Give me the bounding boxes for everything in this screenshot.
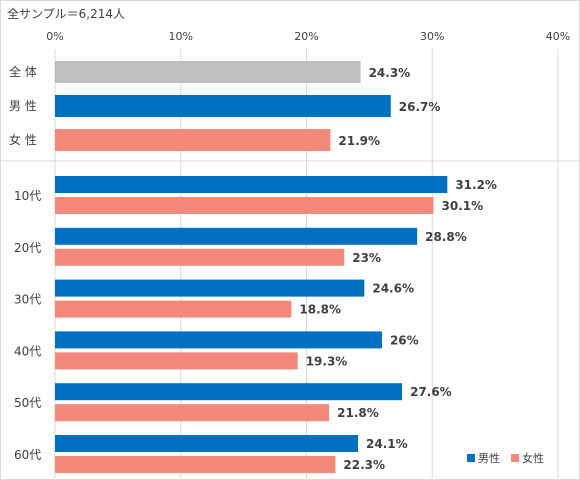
bar-male — [55, 176, 448, 193]
sample-size-note: 全サンプル＝6,214人 — [7, 7, 125, 21]
category-label: 男 性 — [9, 99, 37, 113]
bar-female — [55, 248, 345, 266]
data-label: 26.7% — [399, 100, 441, 114]
data-label-female: 19.3% — [306, 354, 348, 368]
data-label-male: 26% — [390, 333, 419, 347]
data-label-female: 22.3% — [343, 458, 385, 472]
bar-male — [55, 279, 365, 297]
bar-female — [55, 404, 330, 422]
data-label-female: 18.8% — [299, 303, 341, 317]
bar-female — [55, 300, 292, 318]
legend-swatch-male — [467, 454, 475, 462]
bar-summary — [55, 95, 391, 117]
data-label-male: 31.2% — [455, 178, 497, 192]
legend-swatch-female — [511, 454, 519, 462]
data-label: 24.3% — [369, 66, 411, 80]
x-tick-label: 0% — [46, 30, 63, 43]
data-label-female: 21.8% — [337, 406, 379, 420]
category-label: 女 性 — [9, 132, 37, 147]
category-label: 50代 — [14, 396, 41, 410]
data-label-female: 23% — [352, 251, 381, 265]
bar-female — [55, 456, 336, 473]
legend-label-female: 女性 — [522, 451, 544, 465]
category-label: 20代 — [14, 241, 41, 255]
bar-male — [55, 227, 418, 245]
x-tick-label: 30% — [420, 30, 444, 43]
category-label: 全 体 — [9, 64, 37, 79]
bar-male — [55, 383, 403, 401]
category-label: 30代 — [14, 293, 41, 307]
data-label-male: 24.1% — [366, 437, 408, 451]
data-label-male: 28.8% — [425, 230, 467, 244]
bar-female — [55, 197, 434, 214]
bar-summary — [55, 61, 361, 83]
category-label: 10代 — [14, 189, 41, 203]
x-tick-label: 40% — [546, 30, 570, 43]
bar-summary — [55, 129, 331, 151]
category-label: 60代 — [14, 448, 41, 462]
bar-male — [55, 331, 382, 349]
x-tick-label: 20% — [294, 30, 318, 43]
category-label: 40代 — [14, 344, 41, 358]
data-label-male: 27.6% — [410, 385, 452, 399]
bar-male — [55, 435, 359, 452]
data-label-female: 30.1% — [442, 199, 484, 213]
data-label: 21.9% — [338, 134, 380, 148]
x-tick-label: 10% — [169, 30, 193, 43]
data-label-male: 24.6% — [372, 282, 414, 296]
bar-female — [55, 352, 298, 370]
legend-label-male: 男性 — [478, 451, 500, 465]
